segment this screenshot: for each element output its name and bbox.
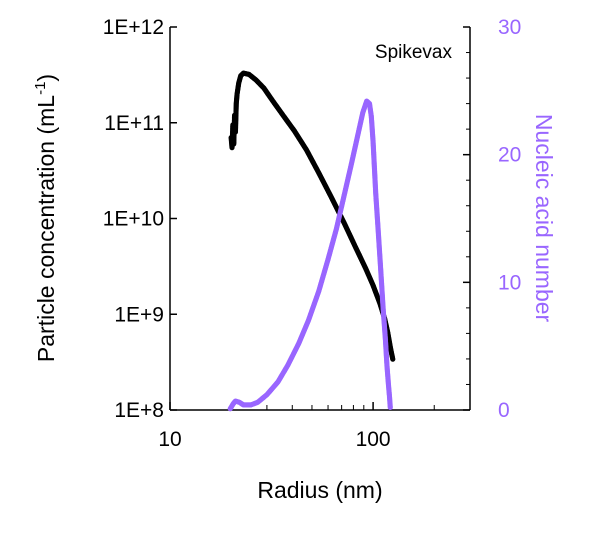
y-right-tick-label: 10 [498,271,521,294]
right-axis-ticks: 0 10 20 30 [463,16,521,422]
y-left-title-end: ) [33,74,59,82]
left-axis-ticks: 1E+8 1E+9 1E+10 1E+11 1E+12 [103,16,177,422]
y-right-axis-title: Nucleic acid number [531,114,557,323]
y-left-tick-label: 1E+8 [114,399,164,422]
data-point [390,356,396,362]
y-left-tick-label: 1E+9 [114,303,164,326]
series-layer [227,70,396,412]
y-right-tick-label: 20 [498,144,521,167]
y-right-tick-label: 30 [498,16,521,39]
series-nucleic-acid-number [227,98,393,412]
y-left-title-main: Particle concentration (mL [33,95,59,362]
y-left-title-superscript: -1 [32,82,49,95]
axes-frame [169,27,471,411]
chart-annotation: Spikevax [375,42,453,63]
y-left-tick-label: 1E+11 [104,112,164,135]
x-tick-label: 100 [356,428,391,451]
data-point [387,404,393,411]
x-tick-label: 10 [158,428,181,451]
y-left-tick-label: 1E+12 [103,16,164,39]
y-right-tick-label: 0 [498,399,510,422]
x-axis-title: Radius (nm) [257,477,382,503]
series-particle-concentration [228,70,396,362]
x-axis-ticks: 10 100 [158,402,471,451]
y-left-axis-title: Particle concentration (mL-1) [32,74,59,362]
y-left-tick-label: 1E+10 [103,208,164,231]
